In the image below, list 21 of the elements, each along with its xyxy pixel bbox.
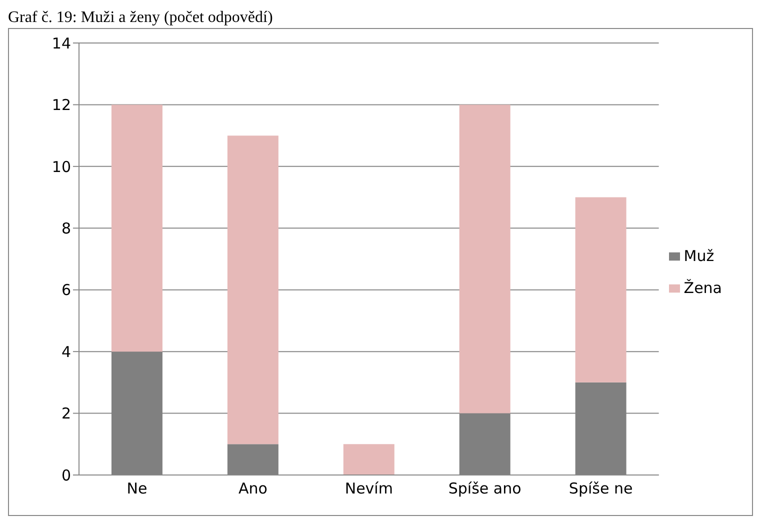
- bar: [343, 444, 394, 475]
- y-tick-label: 10: [52, 158, 71, 176]
- y-tick-label: 8: [61, 219, 71, 238]
- x-tick-label: Spíše ne: [568, 480, 633, 498]
- y-tick-label: 4: [61, 342, 71, 361]
- bar: [227, 136, 278, 444]
- legend-label: Muž: [684, 247, 714, 265]
- y-tick-label: 2: [61, 404, 71, 423]
- y-tick-label: 0: [61, 466, 71, 484]
- x-tick-label: Ano: [238, 480, 268, 498]
- y-tick-label: 6: [61, 281, 71, 300]
- chart-title: Graf č. 19: Muži a ženy (počet odpovědí): [8, 8, 274, 28]
- bar: [111, 104, 162, 352]
- x-tick-label: Spíše ano: [448, 480, 522, 498]
- x-tick-label: Nevím: [344, 480, 393, 498]
- bar: [575, 197, 626, 382]
- bar: [459, 104, 510, 414]
- y-tick-label: 14: [52, 34, 71, 52]
- y-tick-label: 12: [52, 96, 71, 114]
- x-tick-label: Ne: [126, 480, 148, 498]
- legend-label: Žena: [684, 279, 722, 297]
